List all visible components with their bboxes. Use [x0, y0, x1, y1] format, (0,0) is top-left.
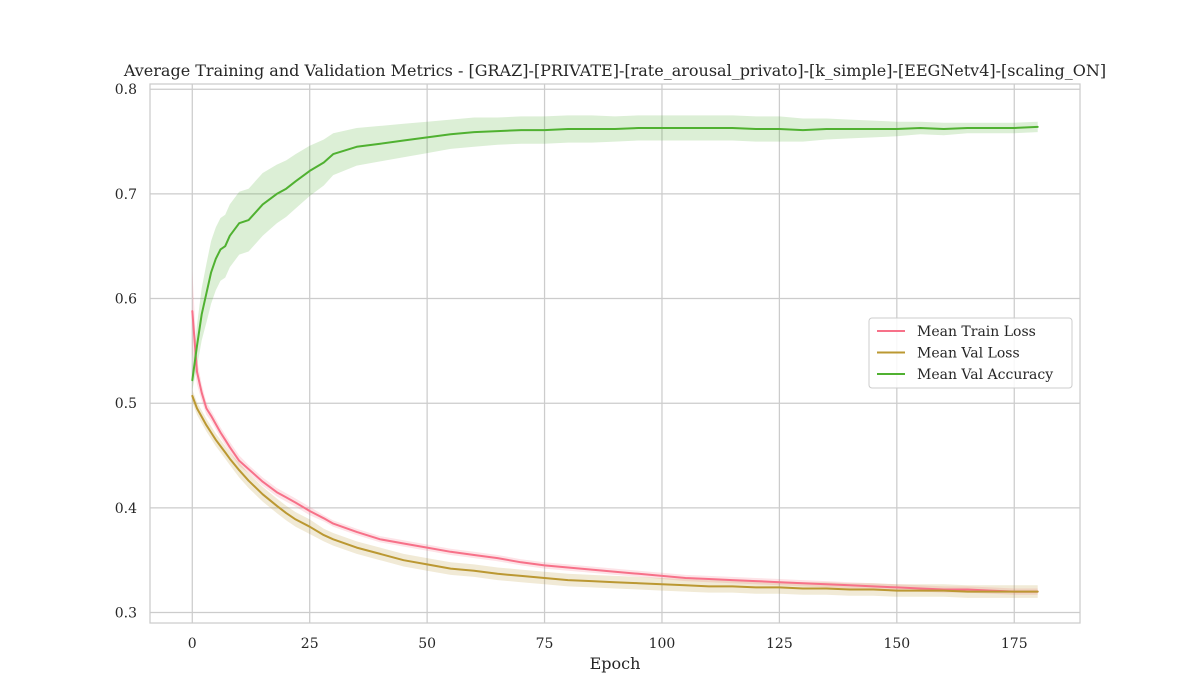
- x-tick-label: 75: [536, 636, 554, 652]
- y-tick-label: 0.6: [115, 292, 137, 308]
- mean-train-loss-line: [191, 310, 1039, 593]
- y-axis-ticks: 0.3 0.4 0.5 0.6 0.7 0.8: [115, 82, 137, 621]
- series-lines: [191, 125, 1039, 593]
- x-tick-label: 50: [418, 636, 436, 652]
- x-axis-ticks: 0 25 50 75 100 125 150 175: [188, 636, 1028, 652]
- x-tick-label: 25: [301, 636, 319, 652]
- y-tick-label: 0.5: [115, 396, 137, 412]
- x-tick-label: 0: [188, 636, 197, 652]
- y-tick-label: 0.4: [115, 501, 137, 517]
- chart-title: Average Training and Validation Metrics …: [123, 61, 1106, 80]
- y-tick-label: 0.7: [115, 187, 137, 203]
- grid-lines: [150, 84, 1080, 623]
- x-tick-label: 175: [1001, 636, 1028, 652]
- mean-val-accuracy-line: [191, 125, 1039, 382]
- legend-label-mean-train-loss: Mean Train Loss: [917, 324, 1036, 340]
- legend-label-mean-val-loss: Mean Val Loss: [917, 346, 1020, 362]
- x-tick-label: 150: [883, 636, 910, 652]
- y-tick-label: 0.3: [115, 606, 137, 622]
- legend-label-mean-val-accuracy: Mean Val Accuracy: [917, 367, 1053, 383]
- legend: Mean Train Loss Mean Val Loss Mean Val Acc…: [868, 317, 1073, 389]
- mean-val-loss-line: [191, 394, 1039, 593]
- y-tick-label: 0.8: [115, 82, 137, 98]
- mean-val-loss-band: [192, 389, 1038, 598]
- plot-frame: [149, 83, 1081, 624]
- x-axis-label: Epoch: [590, 654, 641, 673]
- legend-box: [868, 317, 1073, 389]
- x-tick-label: 100: [649, 636, 676, 652]
- x-tick-label: 125: [766, 636, 793, 652]
